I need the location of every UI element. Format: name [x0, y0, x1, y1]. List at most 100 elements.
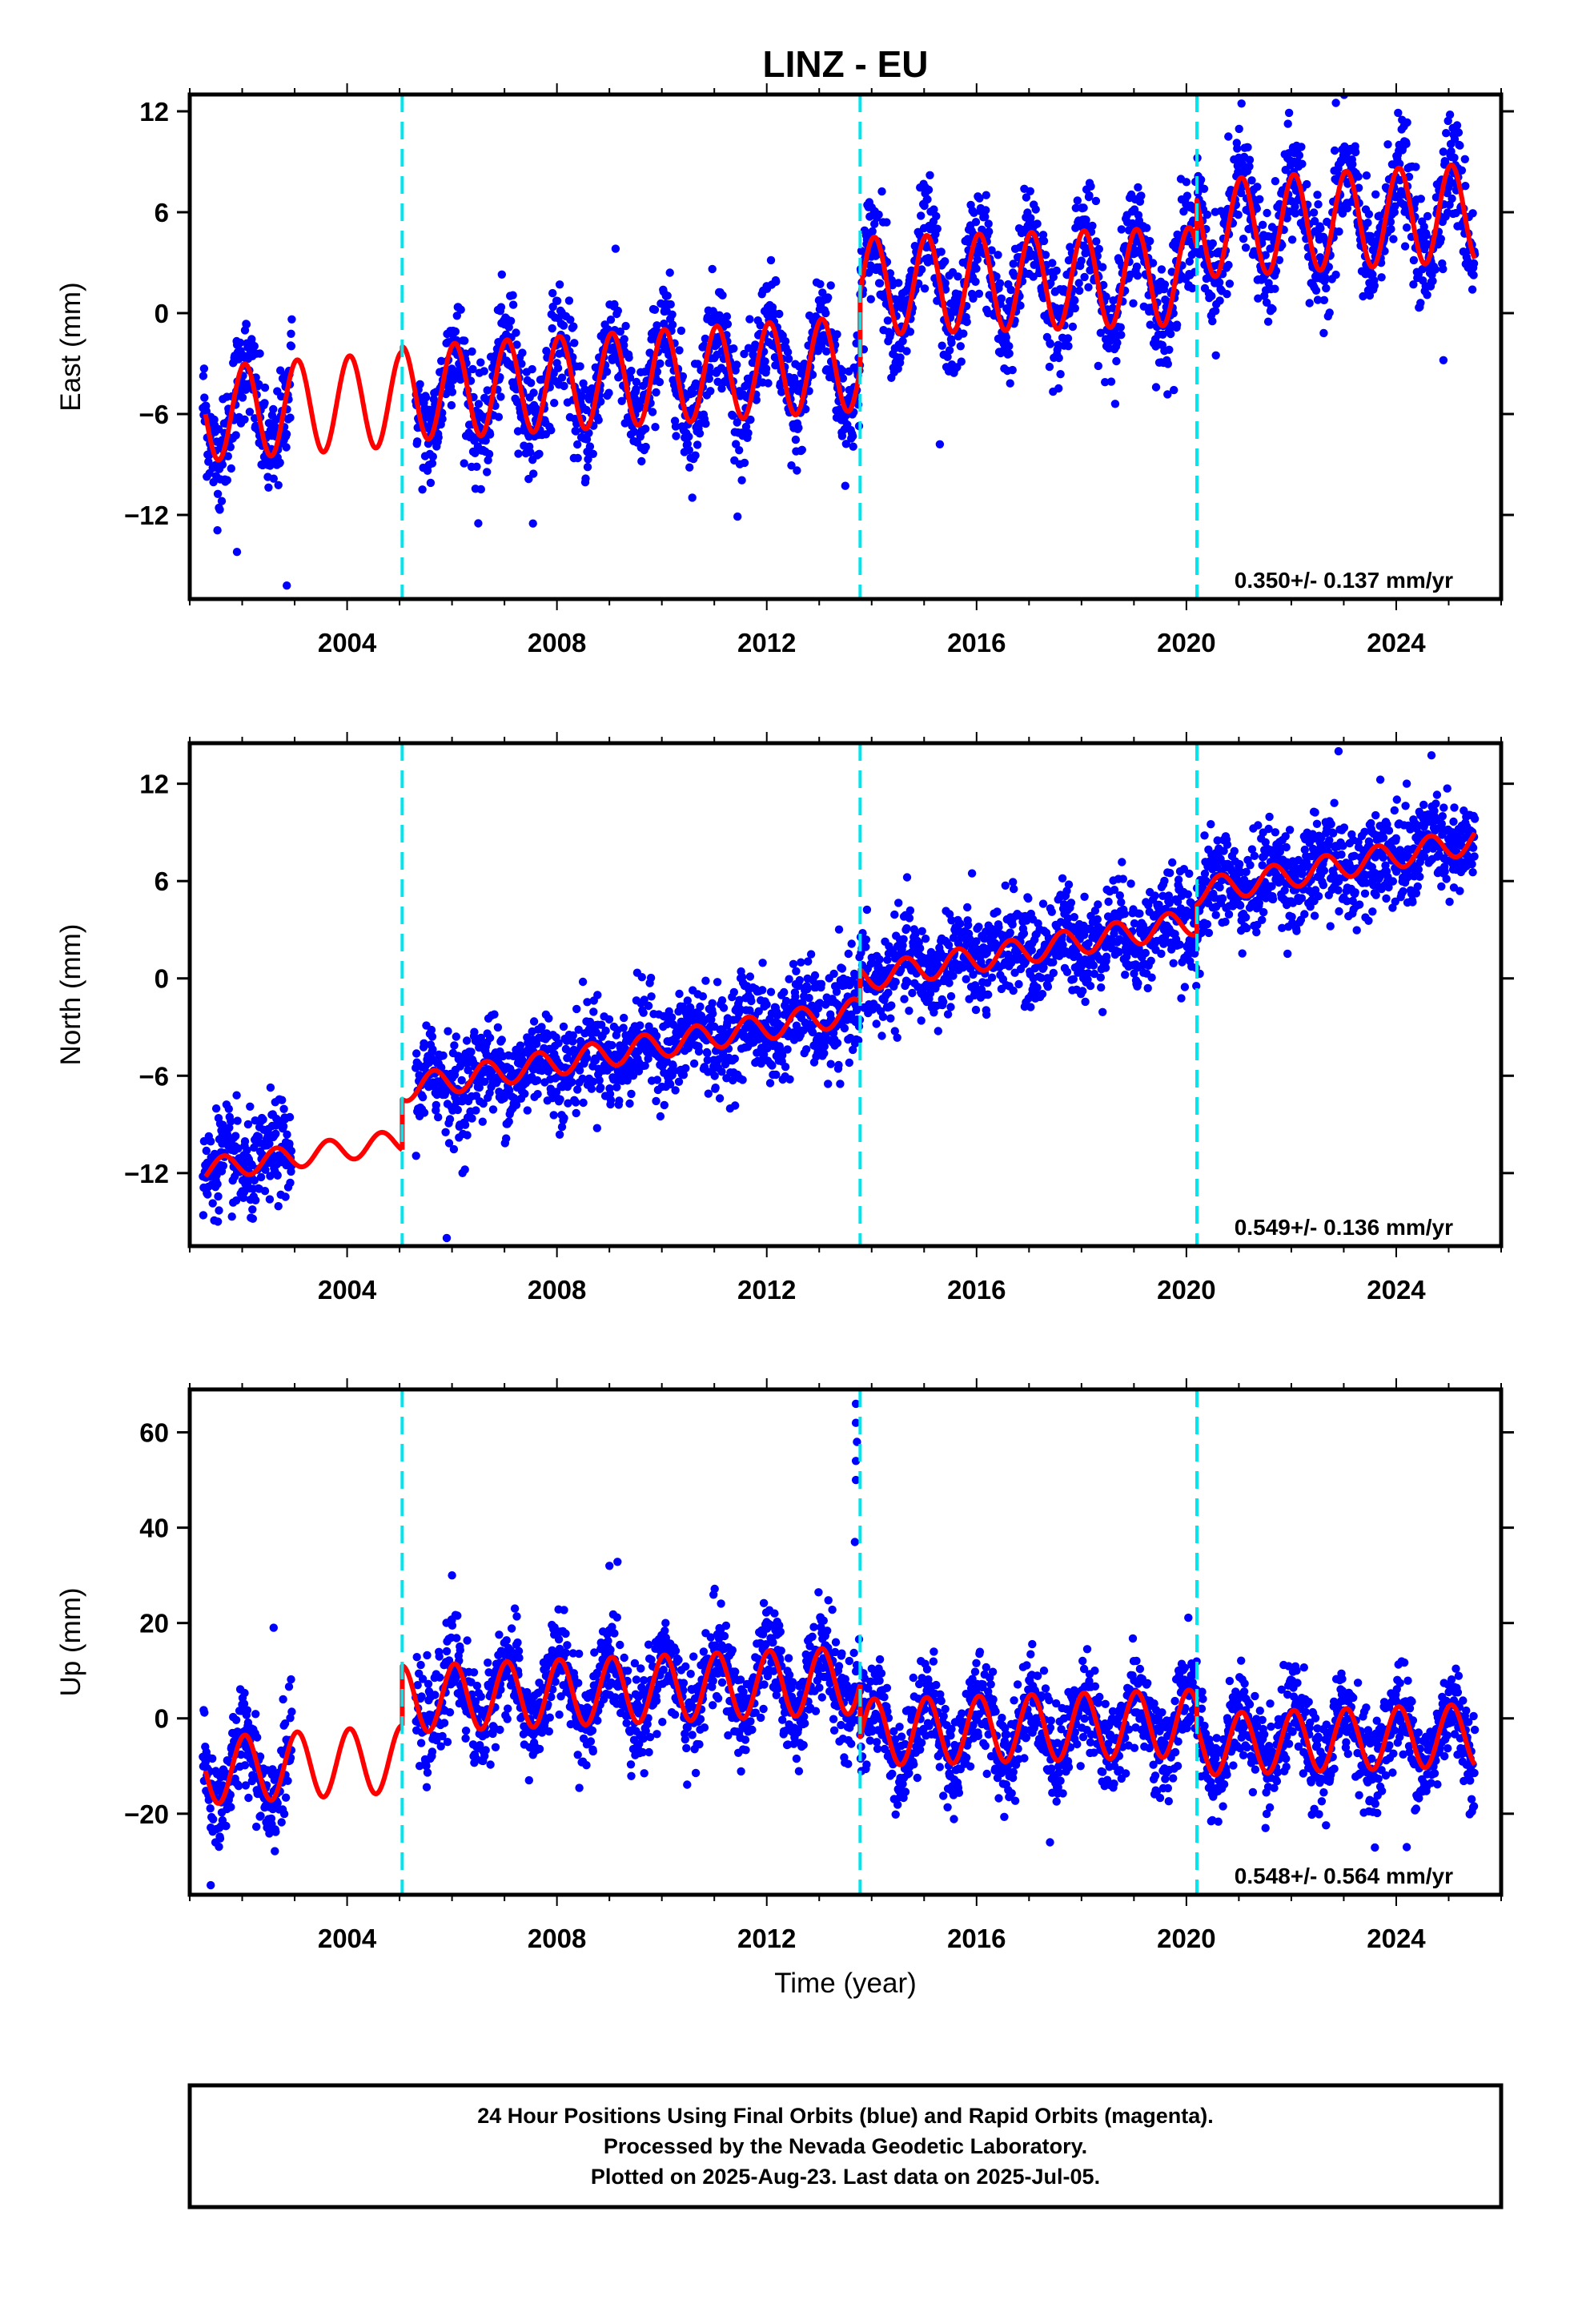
data-point	[420, 1108, 429, 1117]
data-point	[783, 1045, 792, 1054]
data-point	[471, 448, 480, 457]
data-point	[994, 251, 1002, 259]
data-point	[667, 1013, 677, 1022]
data-point	[285, 1140, 294, 1148]
data-point	[650, 305, 660, 314]
data-point	[704, 1089, 713, 1098]
data-point	[233, 1116, 242, 1125]
data-point	[555, 1130, 564, 1140]
data-point	[1271, 267, 1281, 275]
data-point	[592, 1124, 601, 1132]
data-point	[1313, 191, 1322, 199]
data-point	[1253, 183, 1262, 191]
data-point	[548, 288, 557, 298]
data-point	[984, 990, 993, 999]
data-point	[745, 315, 754, 324]
data-point	[548, 302, 557, 312]
data-point	[1163, 390, 1172, 399]
data-point	[735, 446, 744, 455]
data-point	[781, 1063, 790, 1072]
data-point	[1052, 266, 1061, 275]
data-point	[438, 415, 447, 424]
data-point	[956, 919, 965, 928]
data-point	[232, 1091, 241, 1100]
data-point	[1096, 973, 1106, 982]
data-point	[1146, 236, 1154, 246]
data-point	[1380, 247, 1389, 255]
data-point	[234, 1144, 243, 1153]
data-point	[1086, 182, 1095, 191]
data-point	[737, 476, 746, 485]
data-point	[1185, 257, 1195, 266]
data-point	[428, 1032, 437, 1041]
data-point	[1146, 320, 1154, 329]
data-point	[266, 1083, 275, 1092]
data-point	[987, 973, 997, 982]
data-point	[648, 408, 657, 416]
data-point	[1330, 146, 1339, 155]
data-point	[608, 1041, 616, 1050]
data-point	[616, 327, 624, 336]
data-point	[939, 997, 948, 1007]
data-point	[1235, 124, 1243, 134]
data-point	[247, 335, 256, 344]
data-point	[926, 171, 934, 179]
data-point	[1148, 259, 1158, 267]
data-point	[527, 379, 536, 388]
data-point	[215, 505, 224, 514]
model-line-east-seg0	[203, 349, 404, 463]
data-point	[273, 1171, 282, 1180]
data-point	[870, 219, 879, 228]
data-point	[265, 1140, 274, 1148]
data-point	[900, 995, 909, 1003]
data-point	[1215, 296, 1224, 305]
data-point	[943, 1010, 953, 1019]
data-point	[974, 289, 984, 298]
data-point	[938, 341, 946, 350]
data-point	[217, 497, 227, 505]
data-point	[801, 404, 810, 414]
data-point	[1297, 143, 1306, 151]
data-point	[987, 246, 996, 255]
data-point	[1026, 1003, 1035, 1011]
data-point	[248, 1214, 257, 1224]
data-point	[542, 347, 551, 356]
data-point	[1377, 273, 1386, 282]
data-point	[959, 329, 968, 338]
data-point	[674, 1077, 684, 1087]
data-point	[255, 1132, 263, 1141]
model-line-east-seg1	[400, 316, 863, 442]
data-point	[1211, 351, 1220, 360]
data-point	[275, 458, 284, 467]
data-point	[559, 321, 568, 330]
data-point	[504, 323, 513, 332]
data-point	[1080, 272, 1089, 282]
data-point	[1371, 190, 1380, 199]
data-point	[1001, 881, 1010, 891]
data-point	[537, 1023, 546, 1031]
data-point	[787, 461, 796, 470]
data-point	[474, 400, 484, 408]
data-point	[248, 1205, 257, 1214]
data-point	[1199, 184, 1209, 193]
data-point	[1070, 913, 1079, 922]
data-point	[694, 1047, 704, 1056]
data-point	[1048, 259, 1057, 267]
data-point	[573, 1085, 582, 1094]
data-point	[1370, 281, 1379, 290]
data-point	[683, 440, 692, 448]
data-point	[804, 957, 813, 966]
data-point	[1450, 153, 1459, 163]
data-point	[557, 373, 567, 382]
data-point	[606, 1096, 616, 1104]
data-point	[844, 949, 853, 959]
data-point	[932, 211, 941, 221]
data-point	[646, 973, 656, 983]
data-point	[884, 988, 893, 997]
data-point	[286, 413, 295, 422]
data-point	[428, 1045, 437, 1054]
data-point	[698, 992, 708, 1001]
data-point	[1132, 262, 1142, 271]
data-point	[287, 329, 295, 338]
